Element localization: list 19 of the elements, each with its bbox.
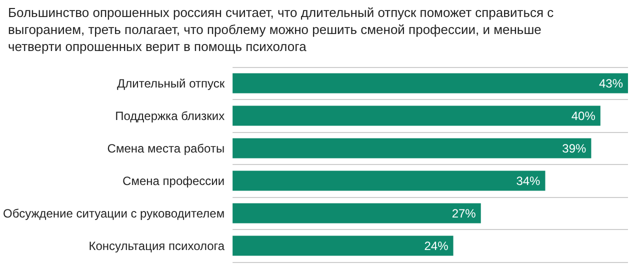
- bar: [232, 138, 592, 158]
- data-label: 43%: [598, 76, 624, 90]
- y-tick-label: Смена места работы: [107, 141, 225, 156]
- bar: [232, 203, 481, 224]
- data-label: 39%: [562, 141, 587, 156]
- y-tick-label: Консультация психолога: [88, 238, 225, 253]
- data-label: 34%: [516, 174, 541, 188]
- y-tick-label: Смена профессии: [122, 174, 225, 188]
- data-label: 24%: [424, 238, 449, 253]
- chart-title: Большинство опрошенных россиян считает, что длительный отпуск поможет справиться с выгоранием, треть полагает, что проблему можно решить сменой профессии, и меньше четверти опрошенных верит в помощь психолога: [8, 4, 555, 55]
- data-label: 27%: [452, 206, 476, 220]
- bar: [232, 170, 546, 191]
- bar: [232, 106, 600, 126]
- y-tick-label: Поддержка близких: [115, 108, 225, 123]
- data-label: 40%: [571, 108, 596, 123]
- bar: [232, 236, 454, 256]
- bar: [232, 73, 628, 94]
- y-tick-label: Длительный отпуск: [117, 76, 226, 90]
- y-tick-label: Обсуждение ситуации с руководителем: [2, 206, 225, 220]
